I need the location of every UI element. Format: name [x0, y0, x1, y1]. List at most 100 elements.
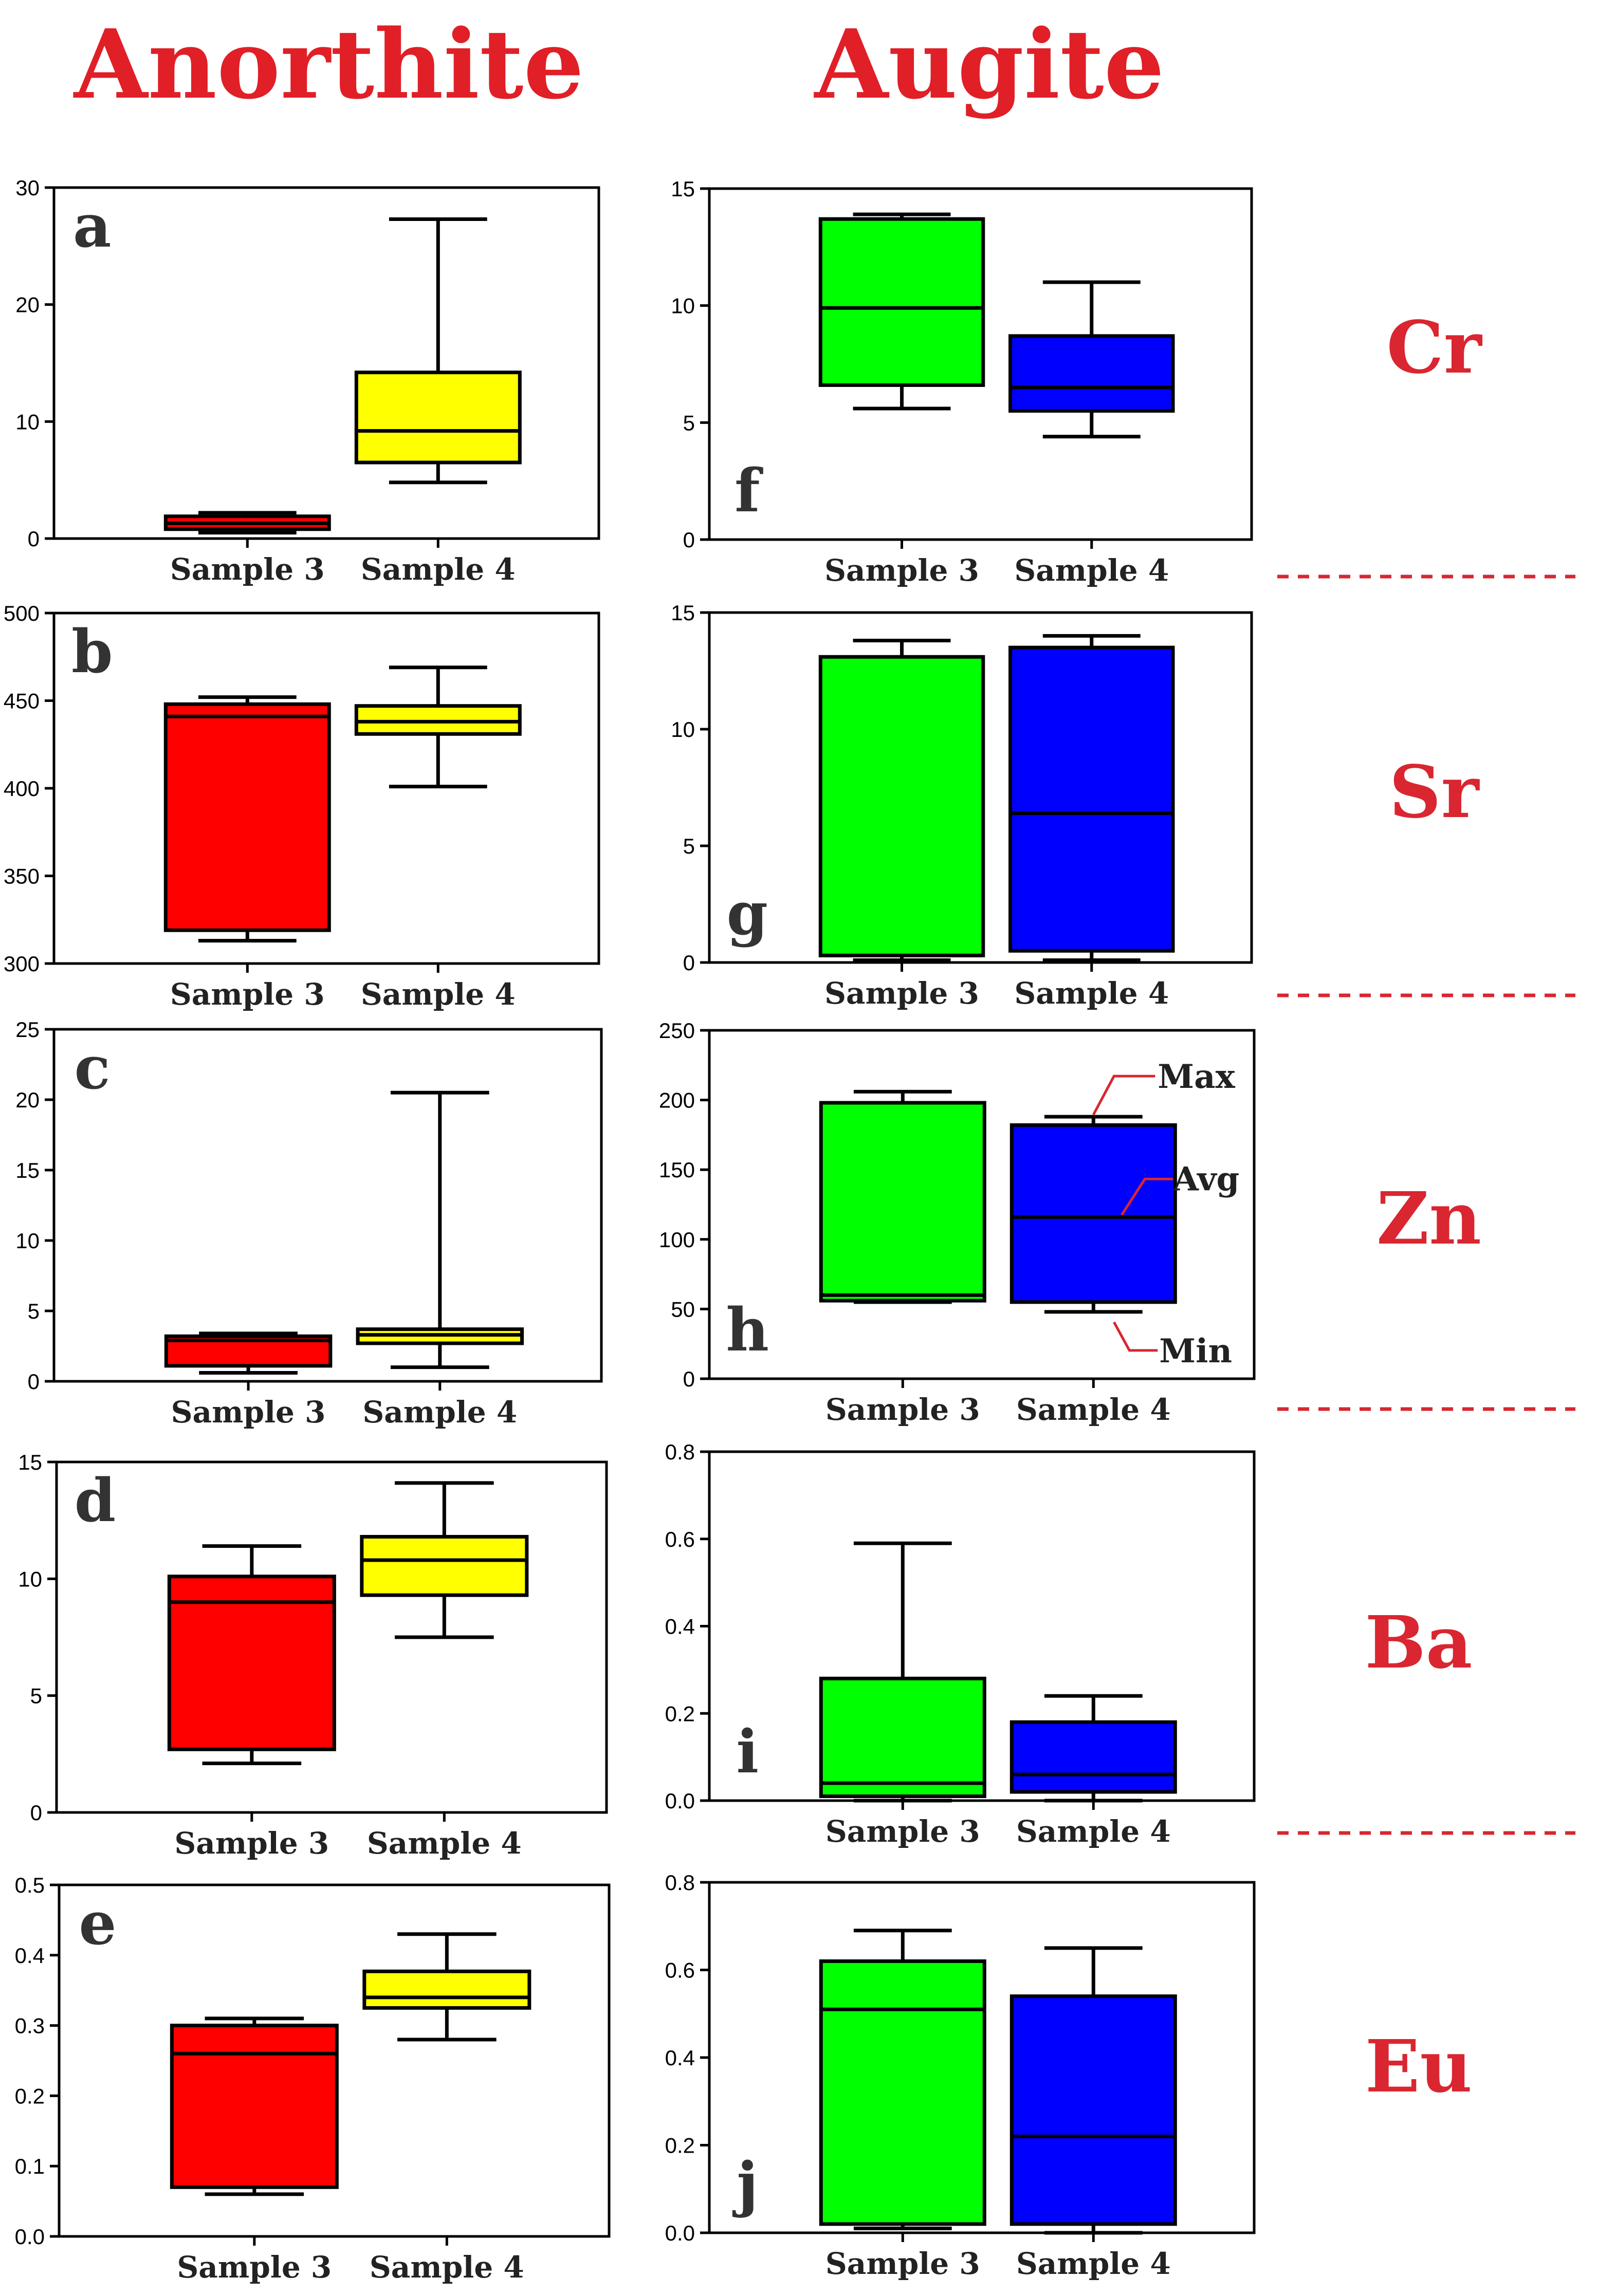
panel-b: 300 350 400 450 500 Sample 3 Sample 4 b [4, 601, 600, 1012]
panel-letter: g [727, 879, 768, 949]
box-sample-4 [1009, 1720, 1177, 1794]
y-tick-label: 200 [659, 1088, 695, 1113]
x-category-label: Sample 4 [1016, 2246, 1171, 2281]
y-tick-label: 300 [4, 952, 40, 976]
box-sample-4 [1008, 645, 1175, 953]
y-tick-label: 0.4 [15, 1943, 45, 1968]
box-sample-3 [819, 1676, 986, 1799]
y-tick-label: 10 [18, 1567, 42, 1591]
row-label-cr: Cr [1386, 306, 1482, 390]
panel-letter: e [79, 1889, 116, 1958]
y-tick-label: 20 [15, 293, 40, 317]
x-category-label: Sample 3 [174, 1826, 329, 1861]
y-tick-label: 500 [4, 601, 40, 625]
y-tick-label: 0.6 [665, 1958, 695, 1983]
annotation-leader-min [1113, 1321, 1158, 1352]
y-tick-label: 350 [4, 864, 40, 888]
panel-i: 0.0 0.2 0.4 0.6 0.8 Sample 3 Sample 4 i [665, 1440, 1256, 1849]
x-category-label: Sample 3 [177, 2250, 332, 2285]
x-category-label: Sample 4 [367, 1826, 522, 1861]
y-tick-label: 0.0 [15, 2225, 45, 2249]
y-tick-label: 0 [683, 951, 695, 975]
y-tick-label: 0.2 [665, 1701, 695, 1726]
x-category-label: Sample 4 [1016, 1392, 1171, 1427]
box-sample-3 [167, 1575, 336, 1751]
box-sample-3 [819, 1959, 986, 2226]
y-tick-label: 5 [683, 834, 695, 858]
y-tick-label: 0.4 [665, 1615, 695, 1639]
y-tick-label: 25 [15, 1017, 40, 1042]
row-label-eu: Eu [1365, 2025, 1473, 2109]
y-tick-label: 5 [683, 411, 695, 435]
panel-f: 0 5 10 15 Sample 3 Sample 4 f [671, 177, 1253, 588]
y-tick-label: 5 [28, 1299, 40, 1323]
panel-letter: f [735, 456, 763, 526]
x-category-label: Sample 3 [170, 552, 325, 587]
y-tick-label: 450 [4, 689, 40, 713]
box-sample-4 [362, 1969, 531, 2010]
row-label-sr: Sr [1389, 750, 1480, 835]
row-label-ba: Ba [1365, 1601, 1472, 1685]
panel-c: 0 5 10 15 20 25 Sample 3 Sample 4 c [15, 1017, 603, 1430]
annotation-max-label: Max [1158, 1058, 1235, 1096]
annotation-min-label: Min [1159, 1332, 1232, 1371]
panel-j: 0.0 0.2 0.4 0.6 0.8 Sample 3 Sample 4 j [665, 1871, 1256, 2281]
box-sample-3 [818, 655, 985, 957]
panel-d: 0 5 10 15 Sample 3 Sample 4 d [18, 1450, 608, 1861]
x-category-label: Sample 4 [1016, 1814, 1171, 1849]
y-tick-label: 0 [683, 528, 695, 552]
x-category-label: Sample 3 [824, 976, 979, 1011]
row-label-zn: Zn [1376, 1177, 1481, 1261]
y-tick-label: 150 [659, 1158, 695, 1182]
y-tick-label: 0 [28, 527, 40, 551]
panel-frame [58, 1883, 611, 2238]
y-tick-label: 15 [671, 177, 695, 201]
y-tick-label: 0 [28, 1369, 40, 1394]
x-category-label: Sample 3 [824, 553, 979, 588]
panel-frame [708, 1029, 1256, 1380]
box-sample-4 [1009, 1123, 1177, 1304]
box-sample-4 [1008, 334, 1175, 413]
panel-letter: j [732, 2150, 758, 2219]
y-tick-label: 15 [15, 1158, 40, 1182]
x-category-label: Sample 3 [825, 1392, 980, 1427]
y-tick-label: 0.8 [665, 1871, 695, 1895]
y-tick-label: 400 [4, 776, 40, 801]
chart-panels: 0 10 20 30 Sample 3 Sample 4 a 0 5 10 15 Sample 3 Sa… [4, 176, 1256, 2285]
annotation-leader-avg [1121, 1177, 1173, 1216]
y-tick-label: 0.8 [665, 1440, 695, 1464]
panel-g: 0 5 10 15 Sample 3 Sample 4 g [671, 601, 1253, 1011]
y-tick-label: 250 [659, 1019, 695, 1043]
y-tick-label: 0 [683, 1367, 695, 1391]
x-category-label: Sample 4 [1014, 976, 1169, 1011]
y-tick-label: 0.2 [665, 2134, 695, 2158]
box-sample-4 [1009, 1994, 1177, 2226]
panel-h: 0 50 100 150 200 250 Sample 3 Sample 4 h Max Avg Mi… [659, 1019, 1256, 1427]
box-sample-3 [163, 702, 331, 932]
y-tick-label: 10 [15, 410, 40, 434]
annotation-avg-label: Avg [1172, 1160, 1239, 1198]
y-tick-label: 10 [671, 294, 695, 318]
panel-frame [708, 611, 1253, 964]
y-tick-label: 0.6 [665, 1527, 695, 1551]
y-tick-label: 5 [30, 1684, 42, 1708]
y-tick-label: 0.3 [15, 2014, 45, 2038]
panel-letter: c [75, 1033, 111, 1103]
panel-a: 0 10 20 30 Sample 3 Sample 4 a [15, 176, 600, 587]
y-tick-label: 15 [18, 1450, 42, 1474]
panel-frame [52, 186, 600, 540]
y-tick-label: 0.4 [665, 2046, 695, 2070]
panel-letter: b [71, 617, 113, 687]
x-category-label: Sample 4 [1014, 553, 1169, 588]
title-anorthite: Anorthite [73, 8, 584, 120]
box-sample-3 [170, 2024, 339, 2189]
x-category-label: Sample 3 [171, 1395, 326, 1430]
x-category-label: Sample 4 [361, 552, 516, 587]
box-sample-4 [360, 1534, 529, 1597]
y-tick-label: 100 [659, 1228, 695, 1252]
y-tick-label: 0 [30, 1801, 42, 1825]
x-category-label: Sample 3 [825, 1814, 980, 1849]
panel-letter: i [736, 1717, 759, 1787]
panel-e: 0.0 0.1 0.2 0.3 0.4 0.5 Sample 3 Sample 4 e [15, 1873, 611, 2285]
